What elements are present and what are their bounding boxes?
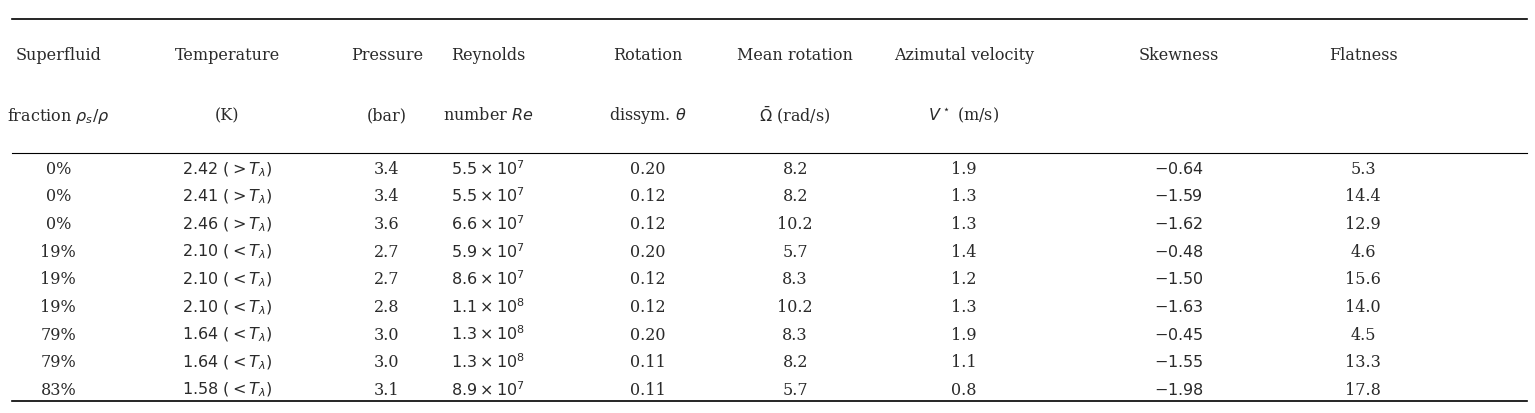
Text: Mean rotation: Mean rotation [737, 47, 853, 64]
Text: Reynolds: Reynolds [451, 47, 525, 64]
Text: 2.8: 2.8 [375, 299, 399, 316]
Text: 0.20: 0.20 [629, 161, 666, 178]
Text: Pressure: Pressure [352, 47, 422, 64]
Text: $2.10\ (<T_\lambda)$: $2.10\ (<T_\lambda)$ [183, 298, 272, 317]
Text: $-1.98$: $-1.98$ [1154, 382, 1203, 399]
Text: 0.12: 0.12 [629, 216, 666, 233]
Text: 1.9: 1.9 [952, 161, 976, 178]
Text: $-1.55$: $-1.55$ [1154, 354, 1203, 371]
Text: $5.9\times10^7$: $5.9\times10^7$ [451, 243, 525, 261]
Text: $1.64\ (<T_\lambda)$: $1.64\ (<T_\lambda)$ [183, 354, 272, 372]
Text: 0.20: 0.20 [629, 327, 666, 344]
Text: $1.58\ (<T_\lambda)$: $1.58\ (<T_\lambda)$ [183, 381, 272, 399]
Text: 0.11: 0.11 [629, 382, 666, 399]
Text: 4.6: 4.6 [1351, 244, 1375, 261]
Text: $2.10\ (<T_\lambda)$: $2.10\ (<T_\lambda)$ [183, 271, 272, 289]
Text: 1.3: 1.3 [952, 216, 976, 233]
Text: $1.3\times10^8$: $1.3\times10^8$ [451, 353, 525, 372]
Text: 10.2: 10.2 [777, 216, 814, 233]
Text: $-0.45$: $-0.45$ [1154, 327, 1203, 344]
Text: $2.42\ (>T_\lambda)$: $2.42\ (>T_\lambda)$ [183, 160, 272, 178]
Text: number $Re$: number $Re$ [444, 107, 533, 124]
Text: 83%: 83% [40, 382, 77, 399]
Text: 0%: 0% [46, 188, 71, 205]
Text: 3.4: 3.4 [375, 188, 399, 205]
Text: Skewness: Skewness [1139, 47, 1219, 64]
Text: 8.2: 8.2 [783, 188, 807, 205]
Text: $-1.50$: $-1.50$ [1154, 271, 1203, 288]
Text: 4.5: 4.5 [1351, 327, 1375, 344]
Text: $-1.63$: $-1.63$ [1154, 299, 1203, 316]
Text: 8.3: 8.3 [783, 327, 807, 344]
Text: (bar): (bar) [367, 107, 407, 124]
Text: 0.12: 0.12 [629, 271, 666, 288]
Text: $-1.62$: $-1.62$ [1154, 216, 1203, 233]
Text: 8.3: 8.3 [783, 271, 807, 288]
Text: $2.41\ (>T_\lambda)$: $2.41\ (>T_\lambda)$ [183, 188, 272, 206]
Text: 10.2: 10.2 [777, 299, 814, 316]
Text: 1.2: 1.2 [952, 271, 976, 288]
Text: 0.12: 0.12 [629, 299, 666, 316]
Text: 3.0: 3.0 [375, 354, 399, 371]
Text: 2.7: 2.7 [375, 271, 399, 288]
Text: 0.11: 0.11 [629, 354, 666, 371]
Text: $5.5\times10^7$: $5.5\times10^7$ [451, 160, 525, 179]
Text: Rotation: Rotation [612, 47, 683, 64]
Text: $1.1\times10^8$: $1.1\times10^8$ [451, 298, 525, 317]
Text: 0.20: 0.20 [629, 244, 666, 261]
Text: 0%: 0% [46, 161, 71, 178]
Text: $-0.64$: $-0.64$ [1154, 161, 1203, 178]
Text: $2.46\ (>T_\lambda)$: $2.46\ (>T_\lambda)$ [183, 215, 272, 234]
Text: 79%: 79% [40, 354, 77, 371]
Text: 17.8: 17.8 [1345, 382, 1382, 399]
Text: $-1.59$: $-1.59$ [1154, 188, 1203, 205]
Text: 14.4: 14.4 [1345, 188, 1382, 205]
Text: 3.0: 3.0 [375, 327, 399, 344]
Text: Azimutal velocity: Azimutal velocity [893, 47, 1035, 64]
Text: 3.1: 3.1 [375, 382, 399, 399]
Text: 13.3: 13.3 [1345, 354, 1382, 371]
Text: 15.6: 15.6 [1345, 271, 1382, 288]
Text: $1.64\ (<T_\lambda)$: $1.64\ (<T_\lambda)$ [183, 326, 272, 344]
Text: 1.3: 1.3 [952, 188, 976, 205]
Text: 0.8: 0.8 [952, 382, 976, 399]
Text: (K): (K) [215, 107, 239, 124]
Text: 12.9: 12.9 [1345, 216, 1382, 233]
Text: 2.7: 2.7 [375, 244, 399, 261]
Text: Temperature: Temperature [175, 47, 279, 64]
Text: $8.9\times10^7$: $8.9\times10^7$ [451, 381, 525, 400]
Text: $V^\star$ (m/s): $V^\star$ (m/s) [929, 106, 999, 125]
Text: 0.12: 0.12 [629, 188, 666, 205]
Text: Flatness: Flatness [1329, 47, 1397, 64]
Text: 1.9: 1.9 [952, 327, 976, 344]
Text: 19%: 19% [40, 244, 77, 261]
Text: 14.0: 14.0 [1345, 299, 1382, 316]
Text: $2.10\ (<T_\lambda)$: $2.10\ (<T_\lambda)$ [183, 243, 272, 261]
Text: 3.4: 3.4 [375, 161, 399, 178]
Text: $8.6\times10^7$: $8.6\times10^7$ [451, 271, 525, 289]
Text: $6.6\times10^7$: $6.6\times10^7$ [451, 215, 525, 234]
Text: 8.2: 8.2 [783, 161, 807, 178]
Text: $1.3\times10^8$: $1.3\times10^8$ [451, 326, 525, 344]
Text: 19%: 19% [40, 271, 77, 288]
Text: 0%: 0% [46, 216, 71, 233]
Text: 1.1: 1.1 [952, 354, 976, 371]
Text: 3.6: 3.6 [375, 216, 399, 233]
Text: 5.7: 5.7 [783, 382, 807, 399]
Text: 8.2: 8.2 [783, 354, 807, 371]
Text: 5.3: 5.3 [1351, 161, 1375, 178]
Text: 79%: 79% [40, 327, 77, 344]
Text: $-0.48$: $-0.48$ [1154, 244, 1203, 261]
Text: $\bar{\Omega}$ (rad/s): $\bar{\Omega}$ (rad/s) [760, 105, 830, 126]
Text: $5.5\times10^7$: $5.5\times10^7$ [451, 188, 525, 206]
Text: dissym. $\theta$: dissym. $\theta$ [609, 105, 686, 126]
Text: 5.7: 5.7 [783, 244, 807, 261]
Text: fraction $\rho_s/\rho$: fraction $\rho_s/\rho$ [8, 106, 109, 126]
Text: Superfluid: Superfluid [15, 47, 101, 64]
Text: 1.3: 1.3 [952, 299, 976, 316]
Text: 19%: 19% [40, 299, 77, 316]
Text: 1.4: 1.4 [952, 244, 976, 261]
